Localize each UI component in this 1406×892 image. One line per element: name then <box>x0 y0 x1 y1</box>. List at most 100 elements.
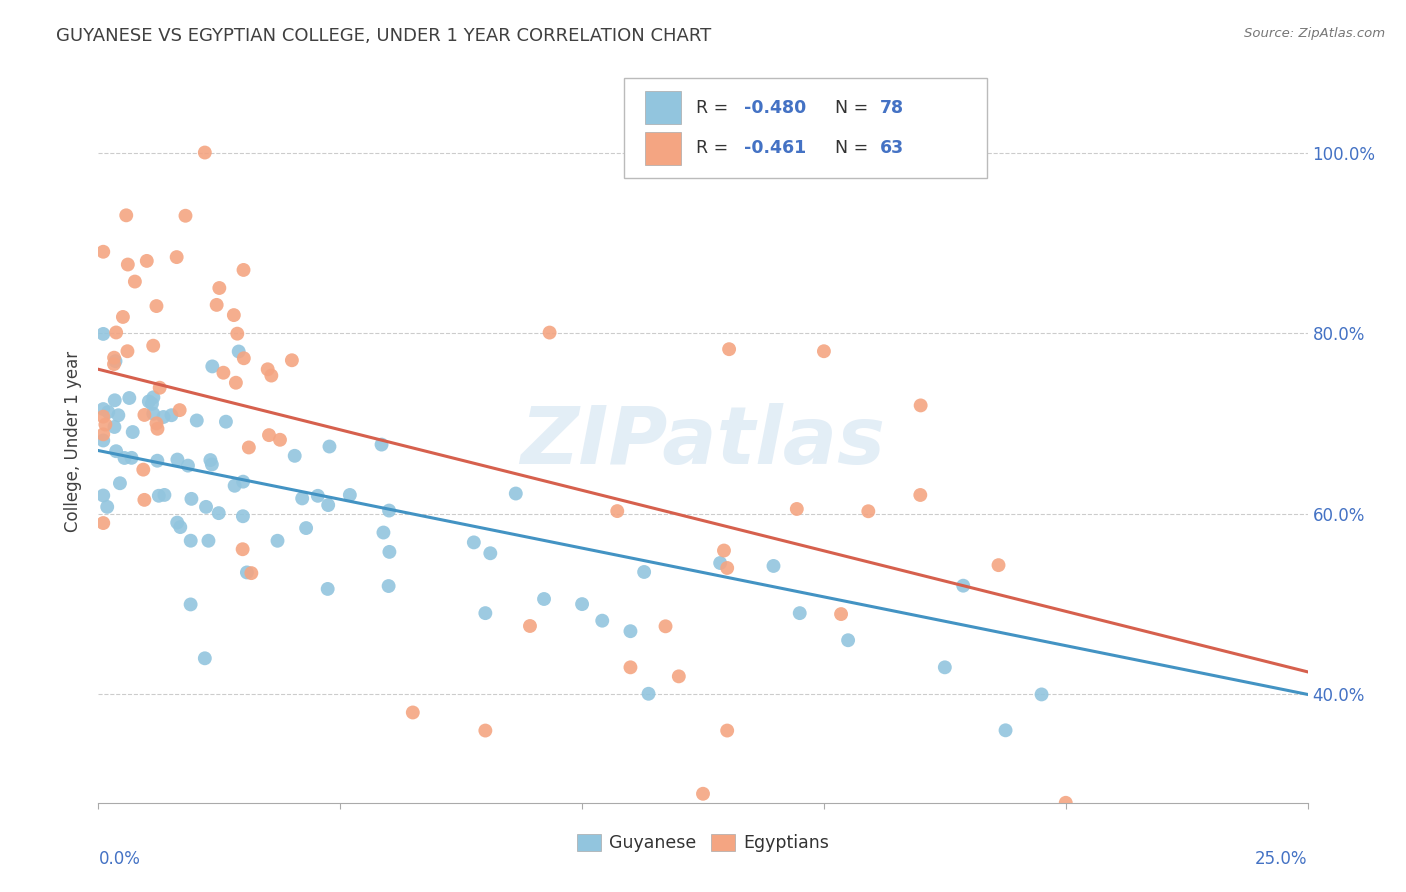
Point <box>208 506 231 520</box>
Point <box>160 408 183 422</box>
Point <box>633 565 655 579</box>
Point <box>117 258 139 272</box>
Point <box>142 407 165 421</box>
Point <box>149 381 172 395</box>
Point <box>260 368 283 383</box>
Point <box>205 298 228 312</box>
Point <box>952 579 974 593</box>
Point <box>91 434 114 448</box>
Point <box>307 489 329 503</box>
Point <box>91 488 114 502</box>
Point <box>118 391 141 405</box>
Point <box>91 326 114 341</box>
Point <box>232 263 254 277</box>
Point <box>142 339 165 353</box>
Point <box>225 376 247 390</box>
Point <box>519 619 541 633</box>
Point <box>212 366 235 380</box>
Point <box>103 351 125 365</box>
Point <box>830 607 852 621</box>
Point <box>402 706 425 720</box>
Text: -0.480: -0.480 <box>744 99 807 117</box>
Point <box>111 310 134 324</box>
Point <box>284 449 307 463</box>
Point <box>934 660 956 674</box>
Point <box>141 397 163 411</box>
Point <box>145 417 167 431</box>
Point <box>987 558 1010 573</box>
Point <box>316 498 339 512</box>
Point <box>716 561 738 575</box>
Text: GUYANESE VS EGYPTIAN COLLEGE, UNDER 1 YEAR CORRELATION CHART: GUYANESE VS EGYPTIAN COLLEGE, UNDER 1 YE… <box>56 27 711 45</box>
Point <box>786 502 808 516</box>
Point <box>339 488 361 502</box>
Point <box>121 425 143 439</box>
Point <box>103 420 125 434</box>
Text: 63: 63 <box>880 139 904 157</box>
Point <box>166 452 188 467</box>
Point <box>124 275 146 289</box>
Point <box>200 453 222 467</box>
Point <box>94 417 117 432</box>
Text: N =: N = <box>835 99 873 117</box>
Point <box>104 393 127 408</box>
Point <box>226 326 249 341</box>
Legend: Guyanese, Egyptians: Guyanese, Egyptians <box>569 827 837 859</box>
Point <box>145 299 167 313</box>
Point <box>142 390 165 404</box>
Point <box>789 606 811 620</box>
Bar <box>645 132 682 165</box>
Point <box>146 422 169 436</box>
Text: 25.0%: 25.0% <box>1256 850 1308 868</box>
Point <box>378 545 401 559</box>
Point <box>152 409 174 424</box>
Point <box>114 450 136 465</box>
Point <box>153 488 176 502</box>
Text: 78: 78 <box>880 99 904 117</box>
Point <box>637 687 659 701</box>
Point <box>108 476 131 491</box>
Point <box>208 281 231 295</box>
Point <box>201 359 224 374</box>
Point <box>858 504 880 518</box>
Point <box>232 351 254 366</box>
Point <box>177 458 200 473</box>
Point <box>194 651 217 665</box>
Point <box>232 542 254 557</box>
Point <box>291 491 314 506</box>
Point <box>91 409 114 424</box>
Point <box>104 354 127 368</box>
Point <box>91 516 114 530</box>
Point <box>269 433 291 447</box>
Point <box>837 633 859 648</box>
Point <box>266 533 288 548</box>
Point <box>201 458 224 472</box>
Point <box>716 723 738 738</box>
Bar <box>645 91 682 124</box>
Point <box>654 619 676 633</box>
Text: R =: R = <box>696 99 734 117</box>
Text: 0.0%: 0.0% <box>98 850 141 868</box>
Point <box>97 405 120 419</box>
Point <box>148 489 170 503</box>
Point <box>378 503 401 517</box>
Point <box>166 516 188 530</box>
Point <box>709 556 731 570</box>
Point <box>571 597 593 611</box>
Point <box>370 437 392 451</box>
Point <box>591 614 613 628</box>
Text: -0.461: -0.461 <box>744 139 807 157</box>
Point <box>96 500 118 514</box>
Point <box>138 394 160 409</box>
Point <box>215 415 238 429</box>
Text: N =: N = <box>835 139 873 157</box>
Point <box>236 566 259 580</box>
Point <box>910 398 932 412</box>
Point <box>180 598 202 612</box>
Point <box>222 308 245 322</box>
Point <box>281 353 304 368</box>
Point <box>538 326 561 340</box>
Point <box>195 500 218 514</box>
Point <box>174 209 197 223</box>
Point <box>228 344 250 359</box>
